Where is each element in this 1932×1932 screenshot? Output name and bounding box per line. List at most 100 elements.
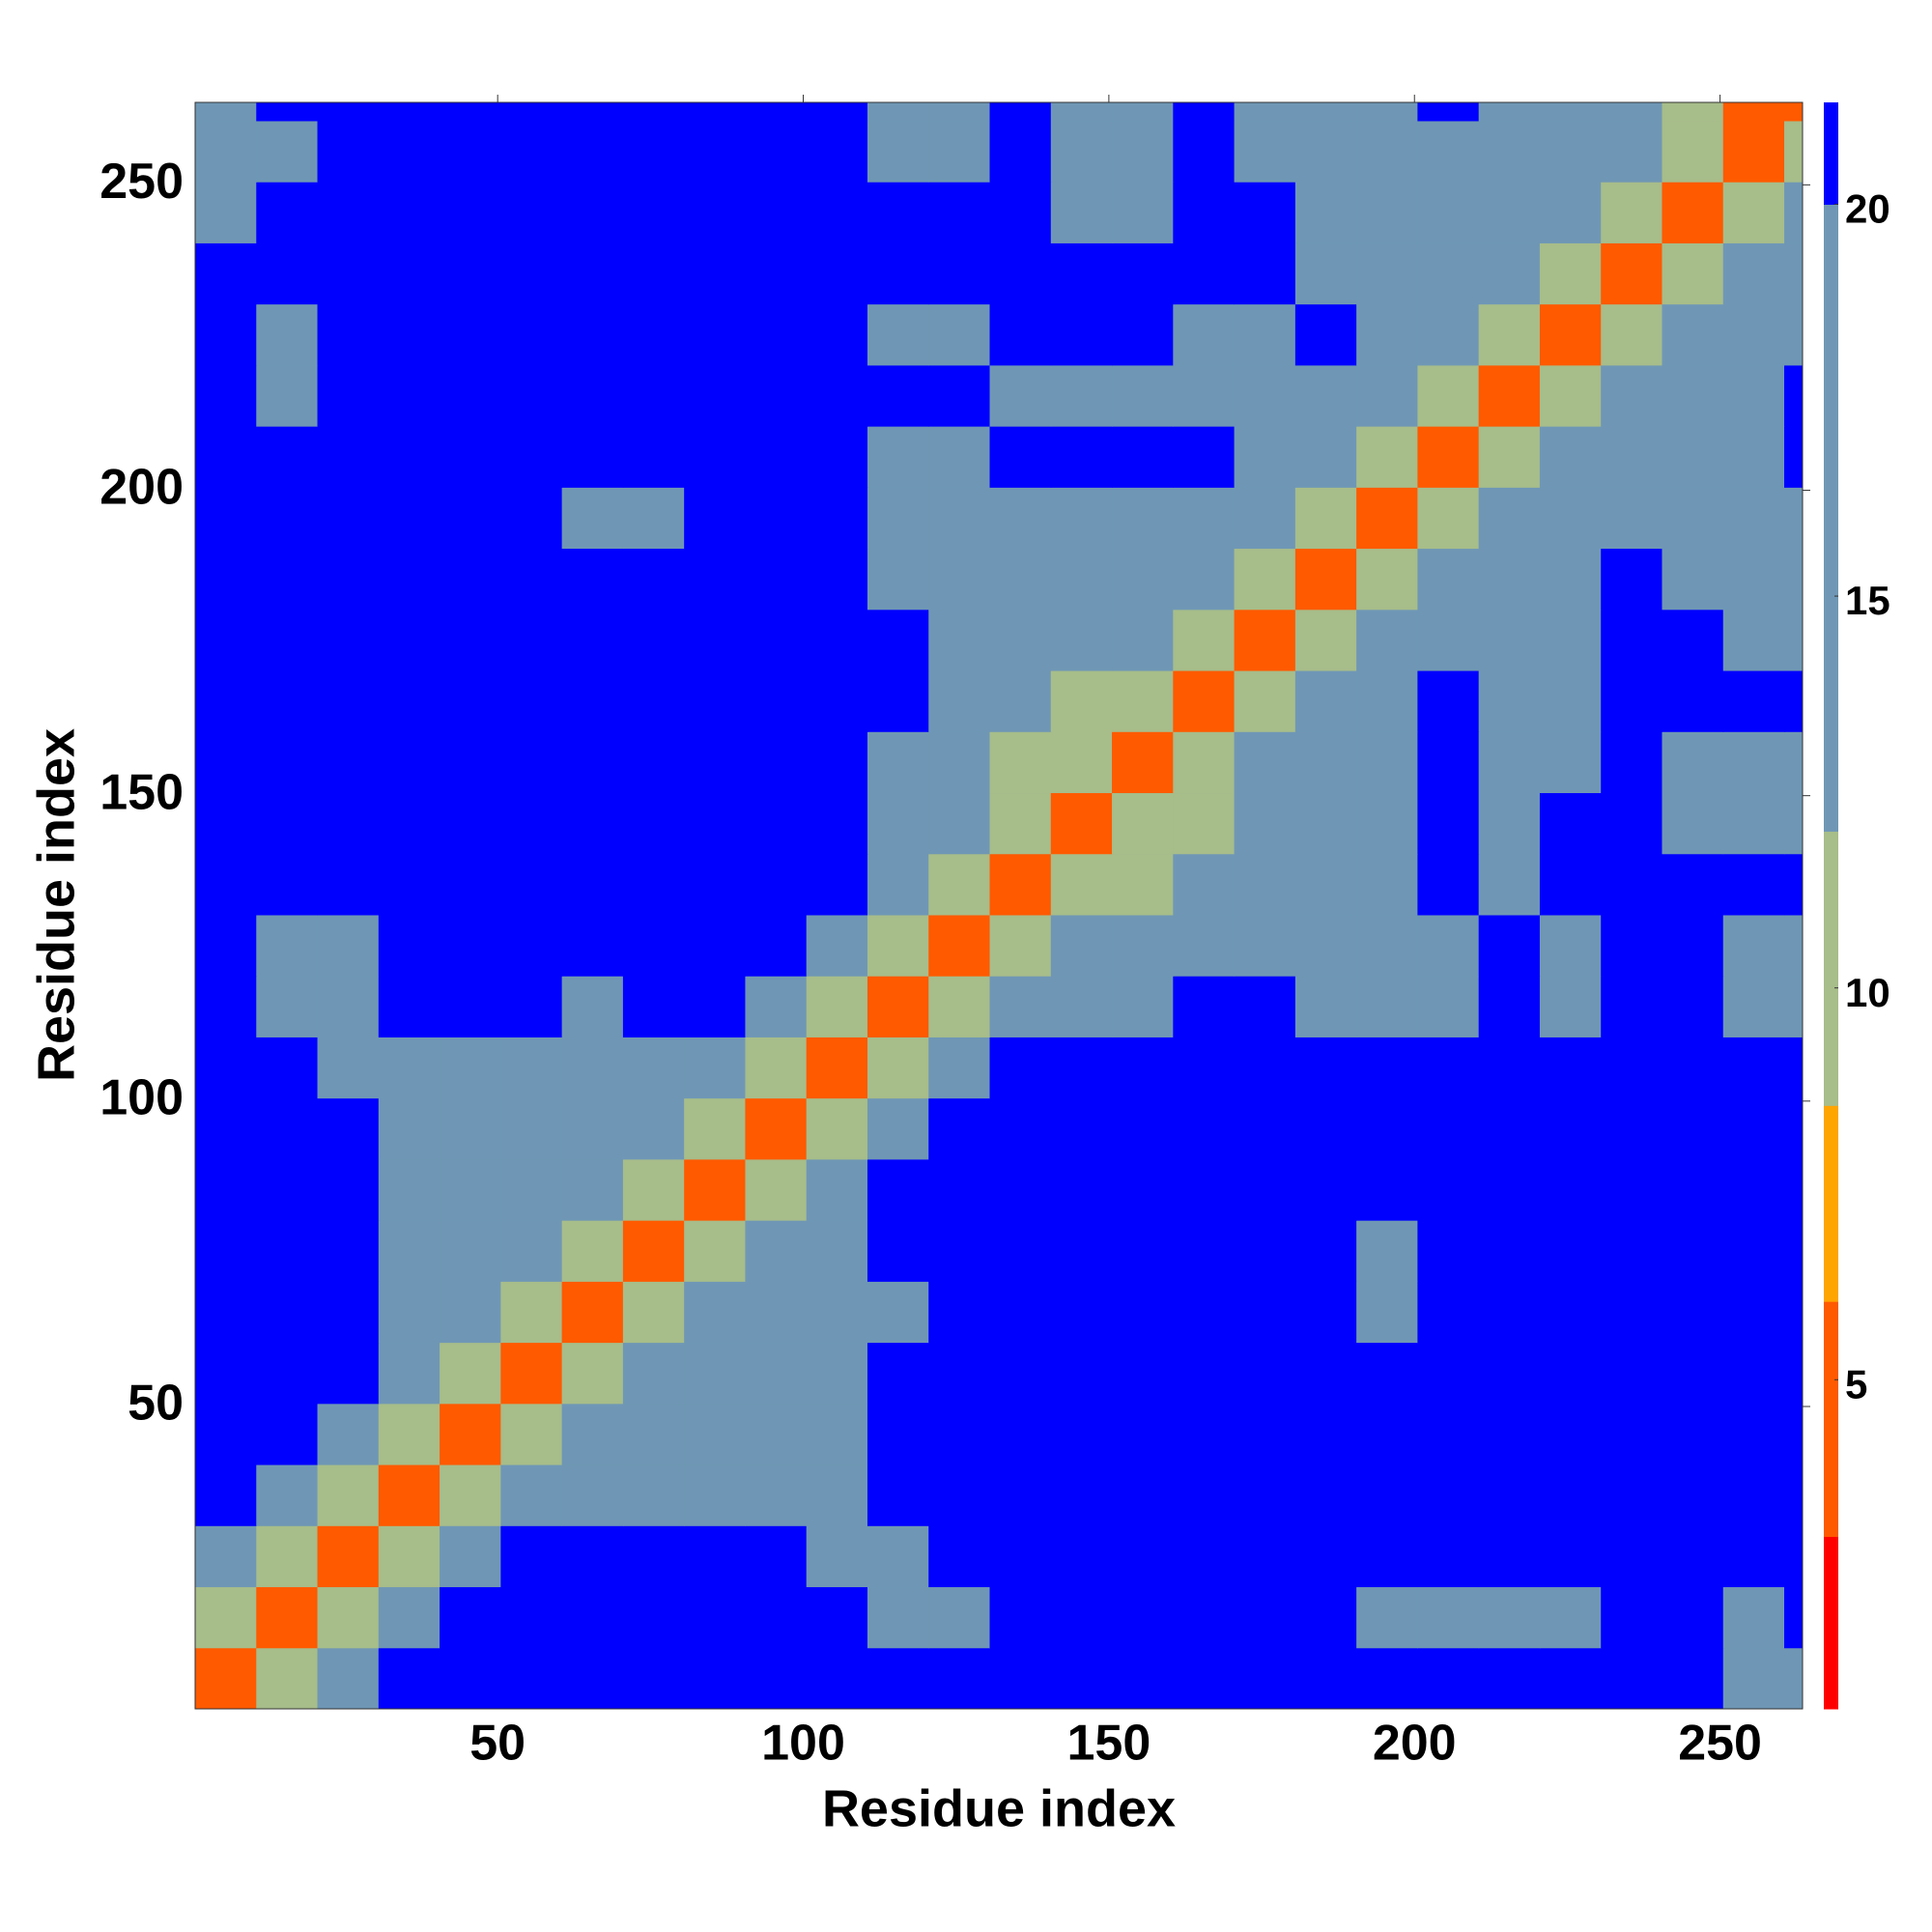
heatmap-cell (1234, 303, 1296, 366)
heatmap-cell (1722, 731, 1785, 794)
heatmap-cell (561, 976, 624, 1037)
heatmap-cell (867, 976, 929, 1037)
heatmap-cell (928, 1037, 991, 1099)
heatmap-cell (684, 1158, 746, 1221)
heatmap-cell (256, 364, 319, 427)
heatmap-cell (1784, 1158, 1804, 1221)
heatmap-cell (1478, 1342, 1541, 1405)
heatmap-cell (1601, 242, 1662, 305)
heatmap-cell (1478, 364, 1541, 427)
heatmap-cell (1784, 792, 1804, 855)
heatmap-cell (928, 914, 991, 977)
heatmap-cell (378, 1097, 440, 1160)
heatmap-cell (1356, 914, 1418, 977)
heatmap-cell (440, 487, 501, 550)
heatmap-cell (500, 792, 563, 855)
x-tick-label: 200 (1373, 1716, 1457, 1772)
heatmap-cell (1173, 426, 1236, 488)
heatmap-cell (1173, 1037, 1236, 1099)
heatmap-cell (1662, 303, 1724, 366)
heatmap-cell (1356, 609, 1418, 671)
heatmap-cell (1173, 1220, 1236, 1282)
heatmap-cell (561, 487, 624, 550)
heatmap-cell (867, 1097, 929, 1160)
heatmap-cell (1662, 426, 1724, 488)
heatmap-cell (622, 548, 685, 611)
heatmap-cell (1539, 792, 1602, 855)
heatmap-cell (1601, 1403, 1662, 1465)
heatmap-cell (1784, 731, 1804, 794)
heatmap-cell (1417, 120, 1480, 183)
heatmap-cell (1601, 1097, 1662, 1160)
heatmap-cell (1294, 1525, 1357, 1588)
heatmap-cell (500, 1037, 563, 1099)
heatmap-cell (500, 182, 563, 243)
heatmap-cell (1722, 609, 1785, 671)
heatmap-cell (561, 1281, 624, 1344)
heatmap-cell (1478, 303, 1541, 366)
heatmap-cell (1050, 1097, 1113, 1160)
heatmap-cell (622, 1464, 685, 1526)
heatmap-cell (317, 1220, 380, 1282)
heatmap-cell (1601, 1220, 1662, 1282)
heatmap-cell (1050, 1647, 1113, 1710)
heatmap-cell (745, 242, 808, 305)
heatmap-cell (745, 120, 808, 183)
heatmap-cell (195, 1586, 257, 1649)
heatmap-cell (378, 364, 440, 427)
heatmap-cell (317, 182, 380, 243)
heatmap-cell (1662, 487, 1724, 550)
heatmap-cell (928, 731, 991, 794)
heatmap-cell (195, 1342, 257, 1405)
heatmap-cell (256, 670, 319, 732)
heatmap-cell (1417, 242, 1480, 305)
heatmap-cell (1050, 1220, 1113, 1282)
heatmap-cell (989, 548, 1052, 611)
heatmap-cell (561, 364, 624, 427)
heatmap-cell (1173, 976, 1236, 1037)
heatmap-cell (500, 914, 563, 977)
heatmap-cell (1722, 1464, 1785, 1526)
heatmap-cell (1234, 853, 1296, 916)
heatmap-cell (317, 303, 380, 366)
heatmap-cell (1722, 914, 1785, 977)
heatmap-cell (1294, 1158, 1357, 1221)
heatmap-cell (928, 792, 991, 855)
heatmap-cell (317, 487, 380, 550)
heatmap-cell (928, 548, 991, 611)
heatmap-cell (1050, 1586, 1113, 1649)
heatmap-cell (622, 670, 685, 732)
heatmap-cell (989, 1342, 1052, 1405)
heatmap-cell (684, 1525, 746, 1588)
heatmap-cell (867, 548, 929, 611)
heatmap-cell (378, 1647, 440, 1710)
heatmap-cell (440, 1097, 501, 1160)
heatmap-cell (867, 242, 929, 305)
heatmap-cell (1173, 792, 1236, 855)
heatmap-cell (745, 1281, 808, 1344)
heatmap-cell (1478, 914, 1541, 977)
heatmap-cell (1294, 303, 1357, 366)
heatmap-cell (684, 182, 746, 243)
heatmap-cell (500, 242, 563, 305)
heatmap-cell (500, 1097, 563, 1160)
heatmap-cell (745, 182, 808, 243)
heatmap-cell (1050, 792, 1113, 855)
heatmap-cell (1662, 1647, 1724, 1710)
heatmap-cell (1601, 731, 1662, 794)
y-axis-title: Residue index (27, 728, 85, 1082)
x-tick-label: 100 (761, 1716, 845, 1772)
heatmap-cell (1662, 1097, 1724, 1160)
heatmap-cell (500, 731, 563, 794)
heatmap-cell (561, 670, 624, 732)
heatmap-cell (622, 182, 685, 243)
heatmap-cell (1478, 548, 1541, 611)
heatmap-cell (1356, 1220, 1418, 1282)
heatmap-cell (1662, 1037, 1724, 1099)
heatmap-cell (256, 609, 319, 671)
heatmap-cell (989, 1158, 1052, 1221)
colorbar-band (1824, 204, 1838, 832)
heatmap-cell (1112, 670, 1174, 732)
heatmap-cell (1722, 1037, 1785, 1099)
heatmap-cell (317, 731, 380, 794)
